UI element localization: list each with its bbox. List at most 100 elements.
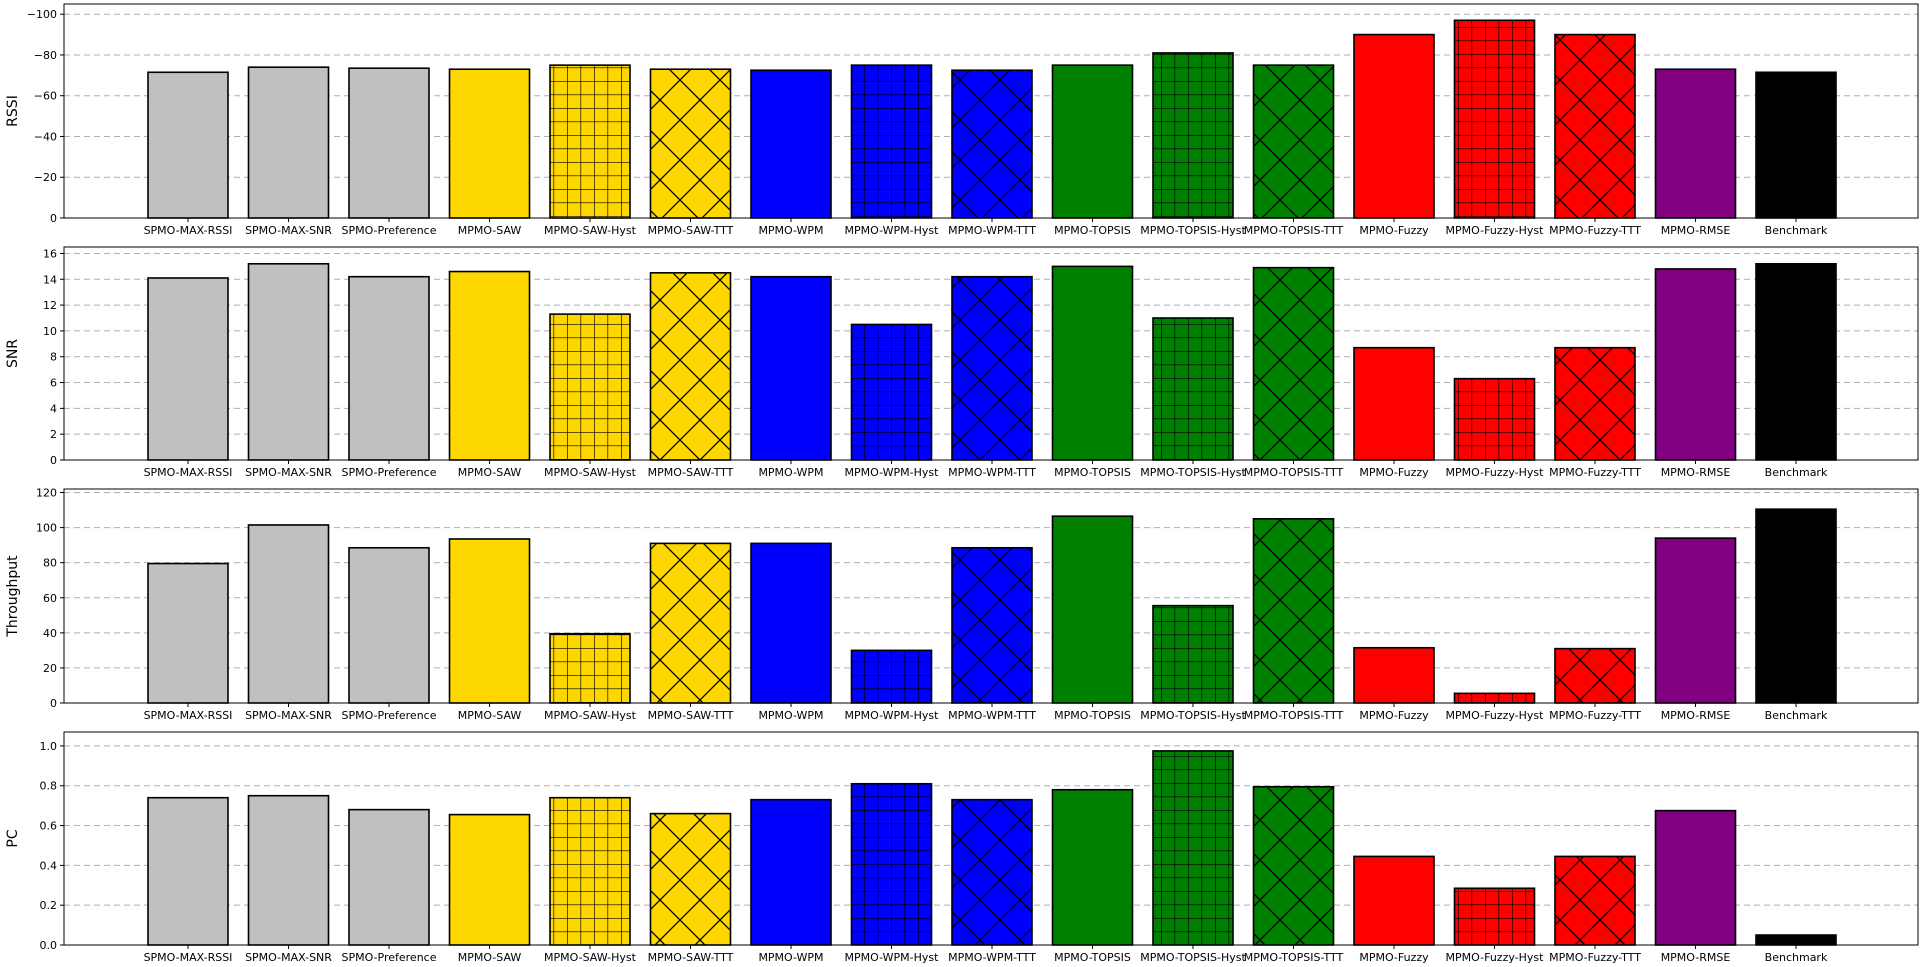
bar-hatch-mpmo-topsis-ttt [1253,267,1334,460]
x-tick-label: MPMO-TOPSIS-Hyst [1140,224,1246,237]
x-tick-label: MPMO-TOPSIS-Hyst [1140,709,1246,722]
y-tick-label: 40 [43,627,57,640]
x-tick-label: SPMO-MAX-SNR [245,951,332,964]
y-tick-label: 2 [50,428,57,441]
x-tick-label: MPMO-Fuzzy-Hyst [1446,466,1545,479]
bar-spmo-max-rssi [148,563,228,703]
x-tick-label: MPMO-Fuzzy-TTT [1549,709,1641,722]
bar-hatch-mpmo-saw-ttt [650,272,731,460]
x-tick-label: Benchmark [1765,224,1828,237]
y-axis-label: Throughput [5,555,21,638]
x-tick-label: MPMO-SAW [458,466,522,479]
x-tick-label: MPMO-RMSE [1661,709,1731,722]
bar-mpmo-topsis [1052,266,1133,460]
x-tick-label: MPMO-SAW [458,709,522,722]
x-tick-label: MPMO-SAW-TTT [648,466,734,479]
x-tick-label: MPMO-Fuzzy-TTT [1549,224,1641,237]
x-tick-label: MPMO-RMSE [1661,951,1731,964]
y-tick-label: 0 [50,697,57,710]
y-tick-label: 0.6 [40,820,58,833]
x-tick-label: MPMO-WPM-Hyst [845,466,940,479]
y-tick-label: −60 [34,90,57,103]
bar-spmo-max-rssi [148,277,228,460]
x-tick-label: MPMO-SAW-Hyst [544,466,637,479]
x-tick-label: SPMO-MAX-SNR [245,466,332,479]
x-tick-label: MPMO-Fuzzy [1359,466,1429,479]
y-axis-label: PC [5,829,21,847]
x-tick-label: MPMO-WPM-TTT [948,951,1036,964]
bar-hatch-mpmo-topsis-hyst [1153,750,1233,945]
y-tick-label: 0 [50,212,57,225]
x-tick-label: SPMO-MAX-RSSI [144,466,233,479]
x-tick-label: MPMO-SAW [458,951,522,964]
bar-hatch-mpmo-topsis-hyst [1153,318,1233,460]
bar-mpmo-topsis [1052,516,1133,703]
bar-spmo-max-snr [248,795,329,945]
x-tick-label: MPMO-SAW-TTT [648,951,734,964]
bar-hatch-mpmo-fuzzy-ttt [1555,648,1635,703]
x-tick-label: MPMO-TOPSIS-TTT [1244,951,1344,964]
bar-mpmo-wpm [751,276,831,460]
bar-hatch-mpmo-topsis-ttt [1253,65,1334,219]
y-tick-label: 0.4 [40,859,58,872]
bar-hatch-mpmo-saw-hyst [550,65,630,219]
bar-hatch-mpmo-fuzzy-ttt [1555,34,1635,219]
x-tick-label: SPMO-MAX-RSSI [144,709,233,722]
bar-hatch-mpmo-topsis-hyst [1153,605,1233,703]
y-tick-label: 14 [43,273,57,286]
y-tick-label: −80 [34,49,57,62]
bar-hatch-mpmo-saw-ttt [650,69,731,218]
x-tick-label: SPMO-Preference [341,224,436,237]
x-tick-label: MPMO-Fuzzy-Hyst [1446,224,1545,237]
x-tick-label: Benchmark [1765,466,1828,479]
y-tick-label: 10 [43,325,57,338]
bar-mpmo-saw [449,69,530,218]
bar-hatch-mpmo-wpm-hyst [851,650,932,703]
bar-mpmo-saw [449,271,530,460]
bar-spmo-preference [349,809,429,945]
x-tick-label: MPMO-TOPSIS [1054,466,1131,479]
y-tick-label: −20 [34,171,57,184]
bar-benchmark [1756,935,1836,945]
x-tick-label: MPMO-Fuzzy [1359,709,1429,722]
bar-mpmo-topsis [1052,65,1133,219]
x-tick-label: MPMO-SAW [458,224,522,237]
y-tick-label: 0.8 [40,780,58,793]
bar-hatch-mpmo-wpm-ttt [952,276,1032,460]
bar-hatch-mpmo-fuzzy-ttt [1555,347,1635,460]
x-tick-label: SPMO-Preference [341,466,436,479]
bar-hatch-mpmo-saw-ttt [650,813,731,945]
bar-hatch-mpmo-wpm-ttt [952,799,1032,945]
bar-spmo-max-snr [248,263,329,460]
x-tick-label: MPMO-TOPSIS-Hyst [1140,466,1246,479]
x-tick-label: MPMO-WPM-Hyst [845,224,940,237]
y-tick-label: 80 [43,557,57,570]
x-tick-label: MPMO-WPM-TTT [948,466,1036,479]
bar-hatch-mpmo-wpm-hyst [851,324,932,460]
bar-mpmo-fuzzy [1354,647,1434,703]
bar-mpmo-rmse [1655,69,1736,218]
x-tick-label: MPMO-TOPSIS-TTT [1244,466,1344,479]
bar-hatch-mpmo-fuzzy-ttt [1555,856,1635,945]
bar-hatch-mpmo-saw-hyst [550,314,630,460]
bar-mpmo-topsis [1052,789,1133,945]
panel-throughput: SPMO-MAX-RSSI SPMO-MAX-SNR SPMO-Preference… [5,487,1919,722]
x-tick-label: MPMO-SAW-TTT [648,709,734,722]
bar-mpmo-rmse [1655,810,1736,945]
x-tick-label: Benchmark [1765,951,1828,964]
y-tick-label: 100 [36,522,57,535]
bar-hatch-mpmo-topsis-ttt [1253,786,1334,945]
y-tick-label: 0.0 [40,939,58,952]
y-tick-label: 120 [36,487,57,500]
x-tick-label: MPMO-RMSE [1661,224,1731,237]
bar-hatch-mpmo-saw-hyst [550,633,630,703]
bar-mpmo-fuzzy [1354,347,1434,460]
x-tick-label: MPMO-WPM-Hyst [845,951,940,964]
x-tick-label: MPMO-TOPSIS [1054,709,1131,722]
y-tick-label: 0.2 [40,899,58,912]
x-tick-label: MPMO-SAW-TTT [648,224,734,237]
bar-spmo-max-snr [248,67,329,218]
x-tick-label: MPMO-Fuzzy [1359,224,1429,237]
y-tick-label: 20 [43,662,57,675]
